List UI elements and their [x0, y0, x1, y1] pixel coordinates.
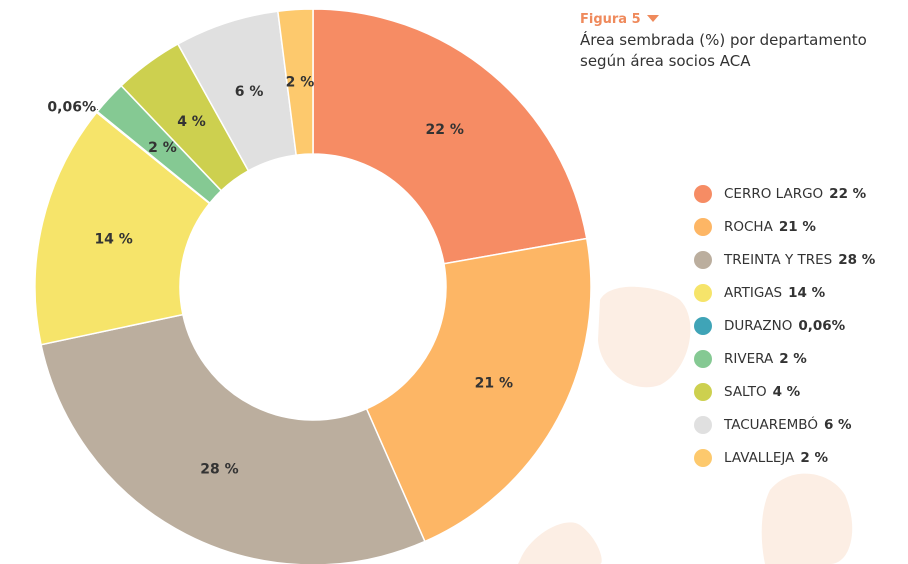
slice [312, 8, 588, 265]
data-label: 22 % [426, 122, 464, 138]
data-label: 2 % [148, 140, 177, 156]
slice [34, 111, 211, 346]
data-label: 2 % [286, 74, 315, 90]
legend-item: CERRO LARGO 22 % [694, 177, 875, 210]
figure-label: Figura 5 [580, 8, 905, 30]
legend-value: 6 % [823, 416, 852, 433]
data-label: 21 % [475, 376, 513, 392]
legend-value: 2 % [779, 350, 807, 367]
legend-label: ROCHA [724, 218, 773, 235]
legend-label: CERRO LARGO [724, 185, 824, 202]
legend-item: RIVERA 2 % [694, 342, 875, 375]
legend-value: 22 % [829, 185, 867, 202]
legend-swatch [694, 250, 712, 269]
figure-number: Figura 5 [580, 12, 641, 27]
data-label: 6 % [235, 84, 264, 100]
legend-value: 28 % [838, 251, 876, 268]
data-label: 4 % [177, 114, 206, 130]
legend-value: 2 % [800, 449, 828, 466]
legend-label: TREINTA Y TRES [724, 251, 833, 268]
legend-swatch [694, 283, 712, 302]
legend-swatch [694, 448, 712, 467]
legend-label: ARTIGAS [724, 284, 783, 301]
legend-item: SALTO 4 % [694, 375, 875, 408]
slice [276, 8, 314, 156]
legend-swatch [694, 415, 712, 434]
legend-swatch [694, 382, 712, 401]
chart-title: Área sembrada (%) por departamento según… [580, 31, 867, 70]
data-label: 0,06% [47, 99, 96, 115]
legend-label: SALTO [724, 383, 767, 400]
legend-item: LAVALLEJA 2 % [694, 441, 875, 474]
data-label: 28 % [200, 461, 238, 477]
legend-item: ROCHA 21 % [694, 210, 875, 243]
legend-item: TACUAREMBÓ 6 % [694, 408, 875, 441]
legend-value: 0,06% [798, 317, 846, 334]
data-label: 14 % [94, 231, 132, 247]
icon [647, 15, 660, 22]
legend-item: TREINTA Y TRES 28 % [694, 243, 875, 276]
legend-value: 4 % [772, 383, 801, 400]
legend-item: DURAZNO 0,06% [694, 309, 875, 342]
legend-label: LAVALLEJA [724, 449, 795, 466]
slice [365, 237, 592, 543]
legend-label: DURAZNO [724, 317, 793, 334]
legend-swatch [694, 217, 712, 236]
legend-value: 21 % [778, 218, 816, 235]
legend-swatch [694, 349, 712, 368]
legend-value: 14 % [788, 284, 826, 301]
legend-swatch [694, 184, 712, 203]
legend-swatch [694, 316, 712, 335]
legend-item: ARTIGAS 14 % [694, 276, 875, 309]
legend: CERRO LARGO 22 % ROCHA 21 % TREINTA Y TRES 28… [694, 177, 875, 474]
legend-label: TACUAREMBÓ [724, 416, 818, 433]
header: Figura 5 Área sembrada (%) por departame… [580, 8, 905, 72]
slice [40, 313, 426, 564]
decoration [518, 286, 853, 564]
legend-label: RIVERA [724, 350, 774, 367]
